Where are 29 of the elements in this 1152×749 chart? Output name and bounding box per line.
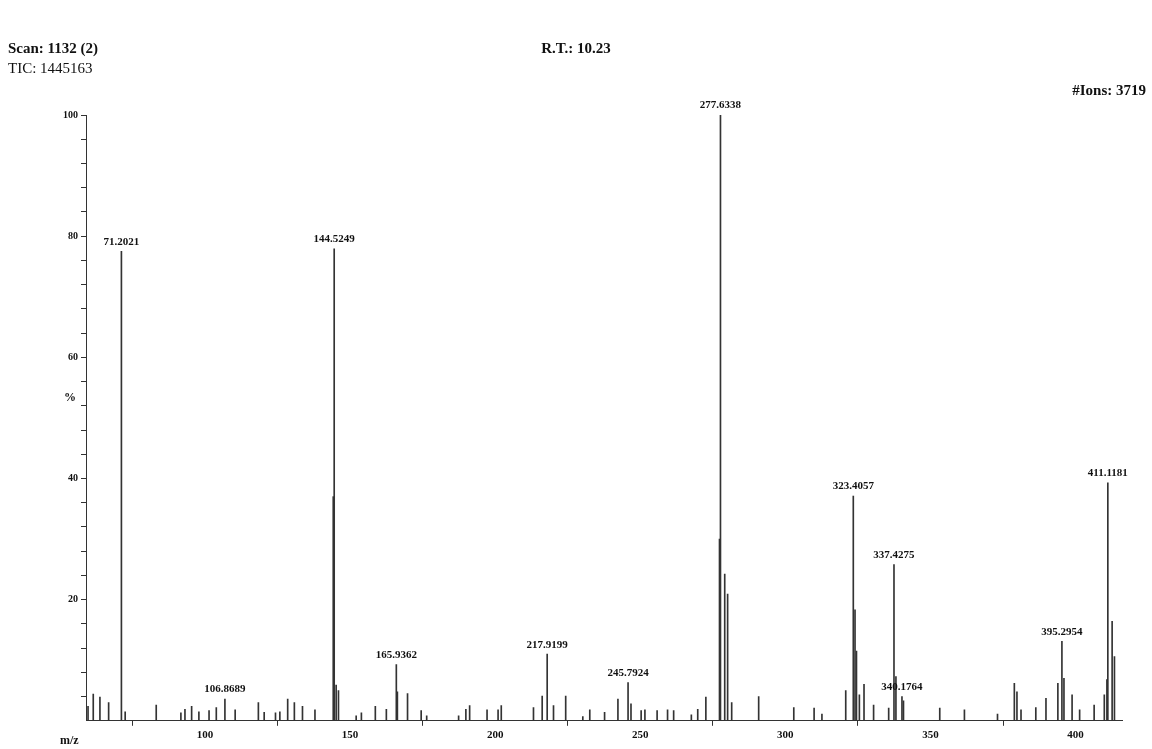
y-axis-title: % (64, 389, 76, 404)
x-tick-label: 250 (632, 728, 650, 741)
annotation: 144.5249 (313, 232, 356, 245)
x-tick-label: 200 (486, 728, 504, 741)
text: Scan: 1132 (2) (8, 40, 98, 57)
x-tick-label: 150 (341, 728, 359, 741)
text: TIC: 1445163 (8, 60, 93, 77)
chart-title: R.T.: 10.23 (541, 40, 611, 56)
annotation: 71.2021 (103, 234, 140, 247)
annotation: 395.2954 (1041, 624, 1084, 637)
annotation: 277.6338 (699, 98, 742, 111)
x-tick-label: 100 (196, 728, 214, 741)
x-tick-label: 300 (777, 728, 795, 741)
annotation: 217.9199 (526, 637, 569, 650)
y-tick-label: 40 (68, 472, 78, 484)
text: #Ions: 3719 (1072, 82, 1146, 99)
x-tick-label: 400 (1067, 728, 1085, 741)
annotation: 165.9362 (375, 647, 418, 660)
annotation: 106.8689 (204, 682, 247, 695)
annotation: 337.4275 (873, 547, 916, 560)
y-tick-label: 20 (68, 593, 78, 605)
y-tick-label: 60 (68, 350, 78, 362)
annotation: 323.4057 (832, 479, 875, 492)
x-tick-label: 350 (922, 728, 940, 741)
annotation: 245.7924 (607, 665, 650, 678)
annotation: 411.1181 (1087, 466, 1128, 479)
y-tick-label: 80 (68, 229, 78, 241)
x-axis-title: m/z (60, 733, 80, 748)
y-tick-label: 100 (63, 108, 78, 120)
